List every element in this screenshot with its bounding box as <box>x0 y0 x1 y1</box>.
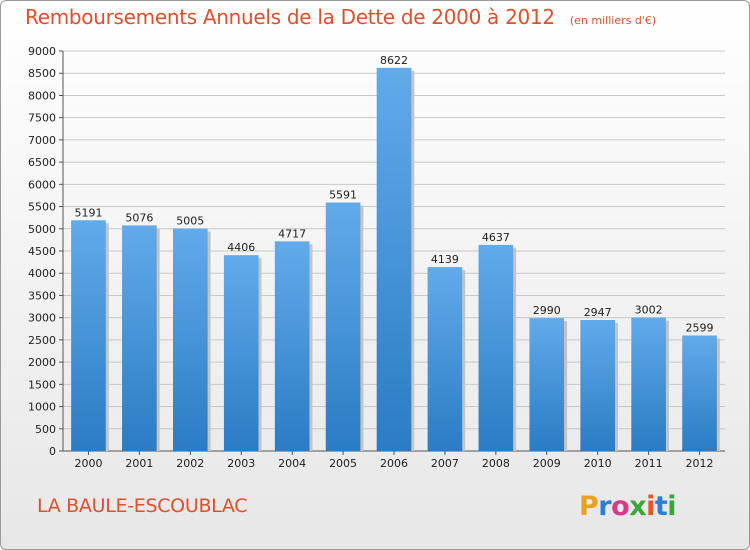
y-tick-label: 9000 <box>28 45 56 58</box>
y-tick-label: 0 <box>49 445 56 458</box>
bar <box>580 320 616 451</box>
x-tick-label: 2001 <box>125 457 153 470</box>
proxiti-logo: Proxiti <box>579 491 677 522</box>
y-tick-label: 8000 <box>28 89 56 102</box>
x-tick-label: 2007 <box>431 457 459 470</box>
y-tick-label: 1500 <box>28 378 56 391</box>
x-tick-label: 2008 <box>482 457 510 470</box>
x-tick-label: 2002 <box>176 457 204 470</box>
y-tick-label: 6000 <box>28 178 56 191</box>
y-tick-label: 7500 <box>28 112 56 125</box>
labels: 0 500 1000 1500 2000 2500 3000 3500 4000 4500 5000… <box>28 45 714 470</box>
y-tick-label: 6500 <box>28 156 56 169</box>
chart-header: Remboursements Annuels de la Dette de 20… <box>25 5 656 29</box>
data-label: 5191 <box>74 206 102 219</box>
data-label: 2599 <box>686 321 714 334</box>
bar <box>631 317 666 451</box>
bar <box>325 202 361 451</box>
x-tick-label: 2010 <box>584 457 612 470</box>
y-tick-label: 8500 <box>28 67 56 80</box>
bar <box>478 244 514 451</box>
bar <box>427 267 463 451</box>
y-tick-label: 2000 <box>28 356 56 369</box>
x-tick-label: 2009 <box>533 457 561 470</box>
x-tick-label: 2012 <box>686 457 714 470</box>
x-tick-label: 2011 <box>635 457 663 470</box>
data-label: 4139 <box>431 253 459 266</box>
bar <box>122 225 157 451</box>
y-tick-label: 4000 <box>28 267 56 280</box>
data-label: 4637 <box>482 231 510 244</box>
bar <box>223 255 259 451</box>
x-tick-label: 2000 <box>74 457 102 470</box>
bar <box>529 318 565 451</box>
data-label: 8622 <box>380 54 408 67</box>
y-tick-label: 1000 <box>28 401 56 414</box>
y-tick-label: 3000 <box>28 312 56 325</box>
chart-title: Remboursements Annuels de la Dette de 20… <box>25 5 555 29</box>
y-tick-label: 7000 <box>28 134 56 147</box>
bars <box>71 67 720 452</box>
y-tick-label: 2500 <box>28 334 56 347</box>
y-tick-label: 500 <box>35 423 56 436</box>
y-tick-label: 3500 <box>28 289 56 302</box>
y-tick-label: 5500 <box>28 201 56 214</box>
x-tick-label: 2004 <box>278 457 306 470</box>
x-tick-label: 2003 <box>227 457 255 470</box>
bar <box>274 241 310 451</box>
data-label: 4406 <box>227 241 255 254</box>
data-label: 2990 <box>533 304 561 317</box>
data-label: 5076 <box>125 211 153 224</box>
data-label: 4717 <box>278 227 306 240</box>
chart-unit: (en milliers d'€) <box>569 14 657 27</box>
y-tick-label: 4500 <box>28 245 56 258</box>
bar <box>172 228 208 451</box>
data-label: 5591 <box>329 189 357 202</box>
bar <box>71 220 106 451</box>
x-tick-label: 2006 <box>380 457 408 470</box>
bar <box>376 67 412 452</box>
location-name: LA BAULE-ESCOUBLAC <box>37 495 248 517</box>
data-label: 3002 <box>635 304 663 317</box>
data-label: 5005 <box>176 215 204 228</box>
x-tick-label: 2005 <box>329 457 357 470</box>
y-tick-label: 5000 <box>28 223 56 236</box>
bar <box>682 335 717 451</box>
data-label: 2947 <box>584 306 612 319</box>
